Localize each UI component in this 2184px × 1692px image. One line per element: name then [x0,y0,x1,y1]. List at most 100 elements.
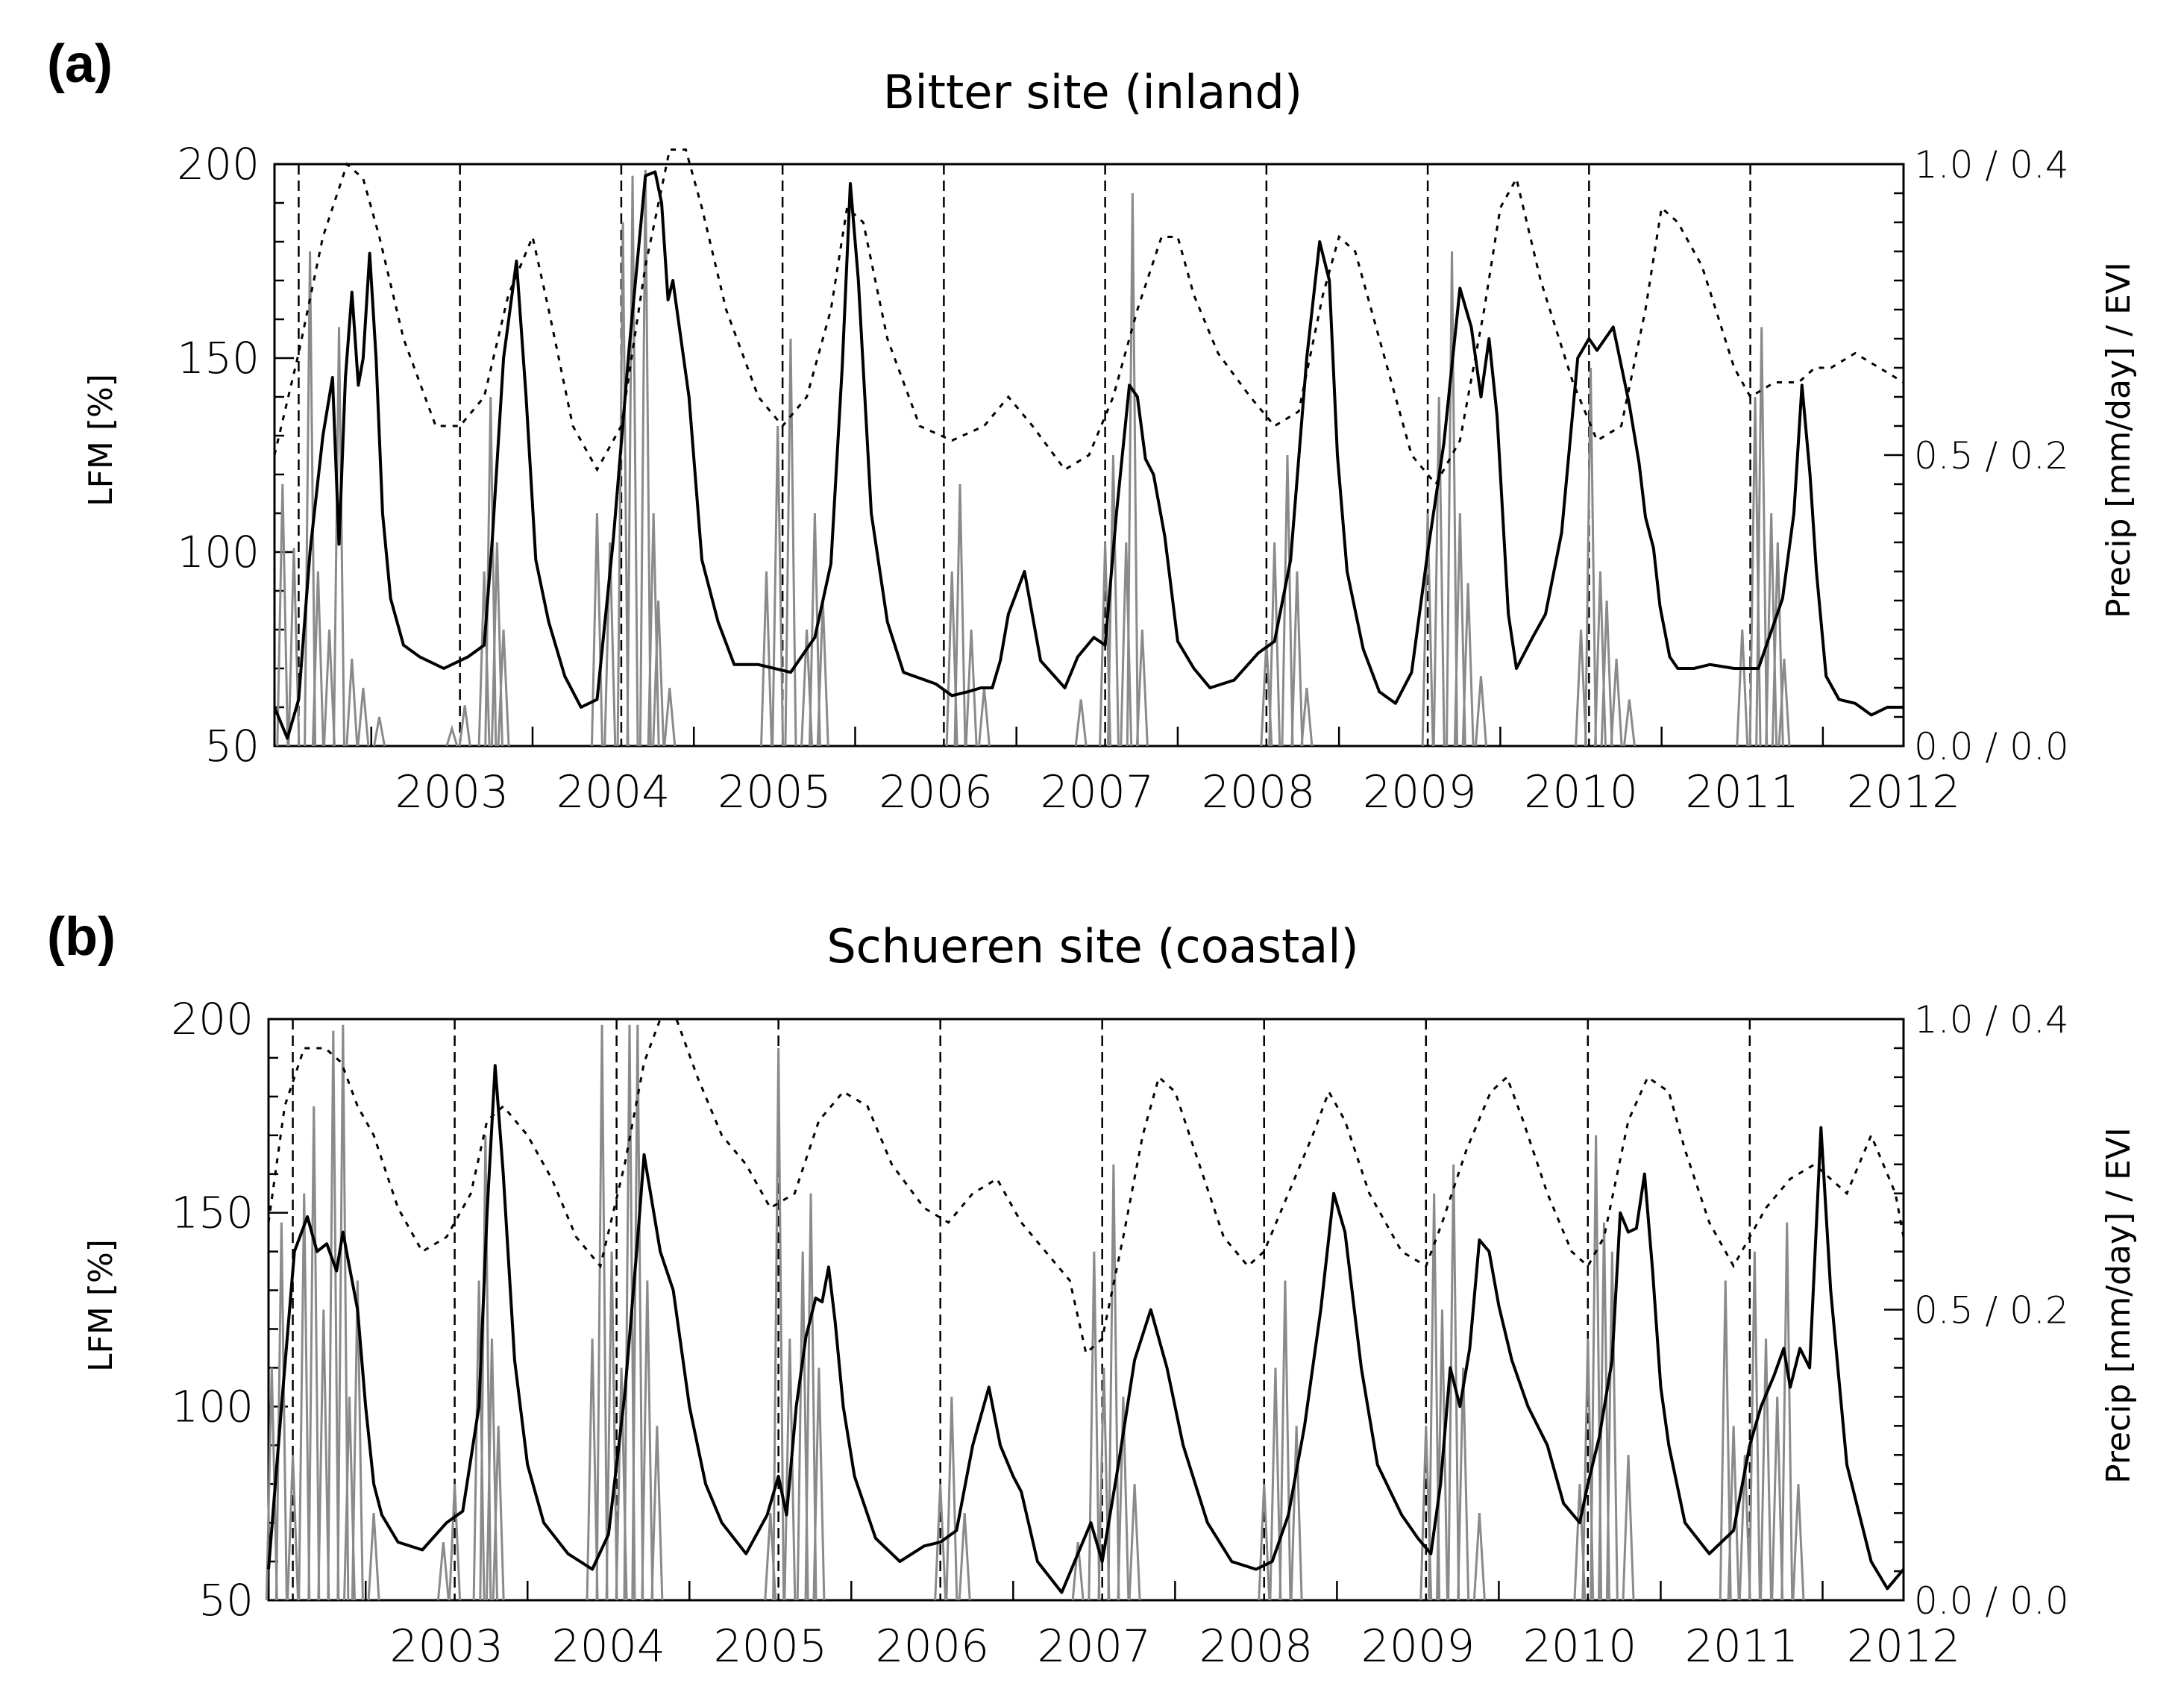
panel-a-precip-spike [1432,396,1446,747]
panel-a-x-tick-label: 2011 [1685,766,1799,818]
panel-b-y2-tick-label: 0.5 / 0.2 [1914,1289,2069,1332]
panel-a-precip-spike [332,327,345,747]
panel-a-x-tick-label: 2008 [1202,766,1316,818]
panel-b-x-tick-label: 2010 [1523,1620,1637,1673]
panel-b-precip-spike [1457,1367,1470,1601]
panel-b-precip-spike [317,1309,330,1601]
panel-a-x-tick-label: 2009 [1363,766,1477,818]
panel-a-precip-spike [626,175,639,747]
panel-a-x-tick-label: 2006 [879,766,993,818]
panel-b-precip-spike [1780,1222,1794,1601]
panel-b-y2-tick-label: 0.0 / 0.0 [1914,1579,2069,1623]
panel-a-x-tick-label: 2012 [1847,766,1961,818]
panel-a-precip-spike [1453,513,1466,747]
panel-b-precip-spike [586,1338,599,1601]
panel-a-precip-spike [1135,629,1149,747]
panel-b-y-tick-label: 150 [171,1188,254,1238]
panel-a-precip-spike [1755,327,1769,747]
panel-b-precip-spike [958,1513,971,1601]
panel-a-precip-spike [771,425,785,747]
panel-b: (b) Schueren site (coastal) LFM [%] Prec… [47,907,2138,1673]
panel-b-precip-spike [1278,1280,1292,1601]
panel-a-precip-spike [616,222,630,747]
panel-a-precip-spike [311,571,324,747]
panel-a-precip-spike [1461,583,1475,747]
panel-a-precip-spike [1771,542,1784,747]
panel-a-precip-spike [1106,454,1120,747]
panel-b-precip-spike [298,1193,311,1601]
panel-b-precip-spike [650,1426,664,1601]
panel-a-precip-spike [1126,192,1139,747]
panel-b-precip-spike [804,1193,818,1601]
panel-a-ylabel: LFM [%] [82,374,120,507]
panel-a-precip-spike [953,483,967,747]
panel-a-precip-spike [977,687,991,747]
panel-b-precip-spike [351,1280,364,1601]
panel-b-precip-spike [623,1024,636,1601]
panel-a-y2-tick-label: 0.0 / 0.0 [1914,725,2069,768]
panel-a-precip-spike [808,513,821,747]
panel-a-x-tick-label: 2007 [1040,766,1154,818]
panel-b-precip-spike [1598,1222,1610,1601]
panel-b-precip-spike [274,1222,288,1601]
panel-b-x-tick-label: 2004 [551,1620,665,1673]
panel-b-precip-spike [631,1024,644,1601]
panel-b-precip-spike [934,1484,947,1601]
panel-a-y2label: Precip [mm/day] / EVI [2100,262,2138,618]
panel-a-precip-spike [1446,251,1459,747]
panel-a-precip-spike [1421,513,1434,747]
panel-a-precip-spike [1777,658,1791,747]
panel-a-plot: 50 100 150 200 0.0 / 0.0 0.5 / 0.2 1.0 / 0.4 20… [177,139,2068,818]
panel-a-x-tick-label: 2003 [395,766,509,818]
panel-b-precip-spike [945,1397,958,1601]
panel-a-precip-spike [373,716,386,747]
panel-b-precip-spike [1088,1251,1101,1601]
panel-b-precip-spike [1771,1397,1784,1601]
panel-a-precip-spike [603,542,617,747]
panel-a-precip-spike [304,251,317,747]
panel-a-precip-spike [445,724,459,747]
panel-b-precip-spike [1269,1367,1282,1601]
panel-a-precip-spike [638,169,652,747]
panel-b-lfm-line [267,1064,1905,1594]
panel-b-precip-spike [1447,1164,1460,1601]
panel-a-label: (a) [47,34,113,94]
panel-a-precip-spike [1584,367,1597,747]
panel-b-precip-spike [812,1367,826,1601]
panel-b-x-tick-label: 2008 [1199,1620,1314,1673]
panel-a-precip-spike [458,705,471,747]
panel-b-precip-spike [1290,1426,1303,1601]
panel-a-y2-tick-label: 1.0 / 0.4 [1914,143,2069,187]
panel-b-precip-spike [605,1251,618,1601]
panel-b-x-tick-label: 2006 [875,1620,989,1673]
panel-b-precip-spike [1428,1193,1441,1601]
panel-a-y-tick-label: 150 [177,333,260,383]
panel-b-x-tick-label: 2003 [389,1620,503,1673]
panel-b-precip-spike [1760,1338,1773,1601]
panel-b-precip-spike [336,1024,350,1601]
panel-b-precip-spike [772,1047,785,1601]
panel-b-y2label: Precip [mm/day] / EVI [2100,1127,2138,1484]
panel-a-precip-spike [477,571,491,747]
panel-a-precip-spike [1120,542,1133,747]
panel-a-x-tick-label: 2005 [718,766,832,818]
panel-a-y-tick-label: 100 [177,527,260,577]
panel-a-x-tick-label: 2004 [556,766,671,818]
panel-a-precip-spike [760,571,774,747]
panel-b-precip-spike [1472,1513,1486,1601]
panel-b-precip-spike [286,1455,300,1601]
panel-b-x-tick-label: 2005 [713,1620,827,1673]
panel-b-x-tick-label: 2007 [1037,1620,1151,1673]
panel-b-precip-spike [1128,1484,1141,1601]
panel-b-precip-spike [492,1426,505,1601]
panel-b-x-tick-label: 2011 [1685,1620,1799,1673]
panel-a-precip-spike [1074,699,1088,747]
panel-a-precip-spike [1600,600,1613,747]
panel-b-precip-spike [1258,1484,1271,1601]
panel-b-precip-spike [1748,1251,1761,1601]
panel-a-precip-spike [1736,629,1749,747]
panel-a-precip-spike [497,629,510,747]
panel-b-axes-frame [267,1018,1905,1602]
panel-b-precip-spike [448,1484,462,1601]
panel-a-title: Bitter site (inland) [883,65,1302,119]
